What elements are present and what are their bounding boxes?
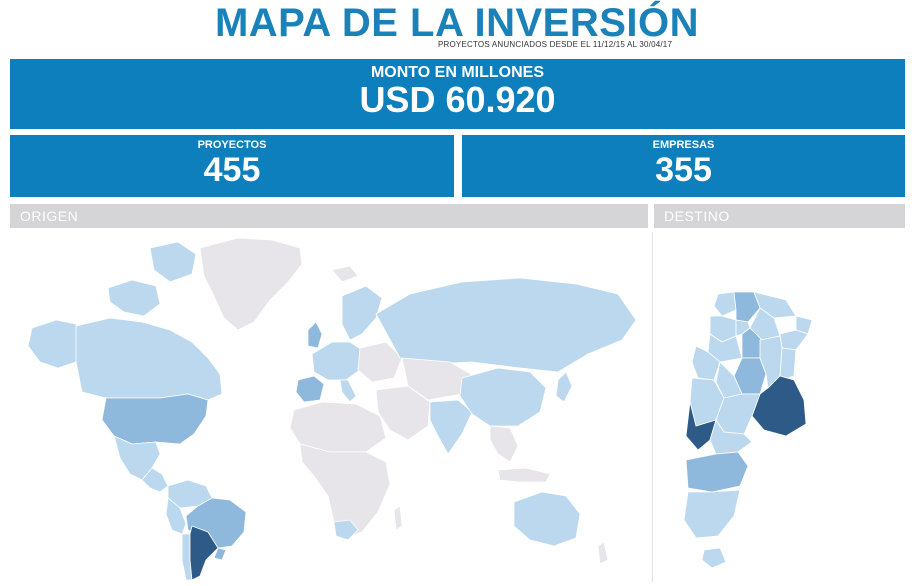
region-alaska[interactable] [27, 319, 83, 369]
empresas-label: EMPRESAS [652, 139, 715, 151]
region-iberia[interactable] [295, 375, 325, 403]
region-uk[interactable] [307, 321, 323, 349]
region-uruguay[interactable] [213, 547, 227, 561]
region-canada-islands[interactable] [107, 279, 161, 317]
page-subtitle: PROYECTOS ANUNCIADOS DESDE EL 11/12/15 A… [438, 40, 673, 49]
world-map [27, 237, 637, 580]
region-argentina[interactable] [189, 525, 219, 580]
region-africa[interactable] [299, 443, 391, 539]
region-north-africa[interactable] [289, 401, 387, 453]
destino-header: DESTINO [654, 204, 905, 228]
region-europe-east[interactable] [357, 341, 403, 383]
origen-header: ORIGEN [10, 204, 648, 228]
region-india[interactable] [429, 399, 473, 455]
province-santa-cruz[interactable] [683, 489, 741, 539]
monto-panel: MONTO EN MILLONES USD 60.920 [10, 59, 905, 129]
region-south-africa[interactable] [333, 519, 359, 541]
monto-value: USD 60.920 [359, 79, 556, 120]
region-russia[interactable] [375, 277, 637, 373]
province-jujuy[interactable] [713, 291, 737, 317]
empresas-panel: EMPRESAS 355 [462, 135, 905, 197]
proyectos-panel: PROYECTOS 455 [10, 135, 454, 197]
empresas-value: 355 [655, 151, 712, 189]
region-southeast-asia[interactable] [489, 425, 519, 463]
region-middle-east[interactable] [375, 385, 431, 441]
region-usa[interactable] [101, 393, 209, 445]
region-iceland[interactable] [331, 265, 359, 283]
argentina-map [683, 291, 813, 569]
region-europe-west[interactable] [311, 341, 363, 381]
region-scandinavia[interactable] [341, 285, 383, 341]
region-greenland[interactable] [199, 237, 303, 331]
proyectos-value: 455 [203, 151, 261, 189]
province-buenos-aires[interactable] [751, 375, 807, 437]
section-divider [652, 232, 653, 582]
region-italy[interactable] [339, 379, 357, 403]
province-chubut[interactable] [685, 451, 749, 493]
province-formosa[interactable] [753, 291, 797, 319]
region-canada[interactable] [75, 317, 223, 401]
region-china[interactable] [459, 367, 547, 427]
page-title: MAPA DE LA INVERSIÓN [214, 1, 700, 45]
region-new-zealand[interactable] [597, 541, 609, 565]
province-entre-rios[interactable] [779, 347, 797, 381]
province-corrientes[interactable] [779, 329, 809, 351]
proyectos-label: PROYECTOS [197, 139, 267, 151]
region-indonesia[interactable] [497, 467, 551, 483]
monto-label: MONTO EN MILLONES [370, 64, 545, 81]
region-canada-islands-north[interactable] [149, 241, 197, 283]
region-japan[interactable] [555, 371, 573, 403]
region-madagascar[interactable] [393, 505, 403, 531]
region-australia[interactable] [513, 491, 581, 547]
province-tierra-del-fuego[interactable] [701, 547, 727, 569]
